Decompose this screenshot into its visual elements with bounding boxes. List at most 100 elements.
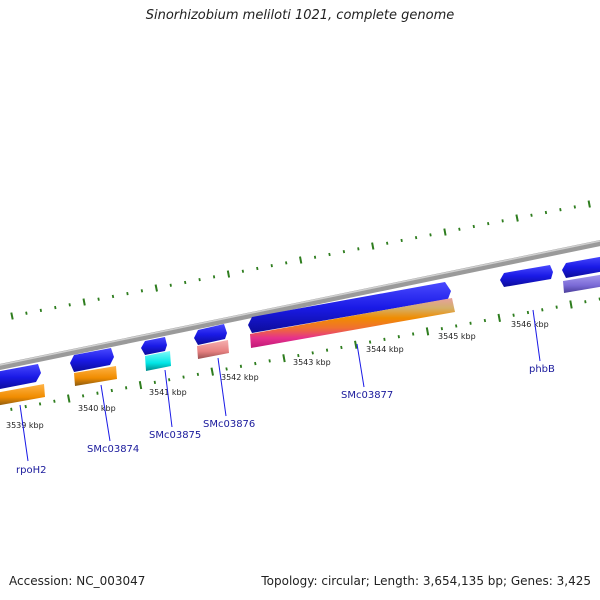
inner-scale-major-tick bbox=[425, 327, 430, 336]
tick-label-3539: 3539 kbp bbox=[6, 421, 44, 430]
outer-scale-minor-tick bbox=[68, 303, 71, 307]
tick-label-3542: 3542 kbp bbox=[221, 373, 259, 382]
map-title: Sinorhizobium meliloti 1021, complete ge… bbox=[145, 8, 455, 23]
inner-scale-minor-tick bbox=[38, 402, 42, 406]
feature-block-SMc03876[interactable] bbox=[197, 340, 229, 359]
feature-block-SMc03875[interactable] bbox=[145, 351, 171, 371]
inner-scale-minor-tick bbox=[512, 313, 515, 317]
outer-scale-minor-tick bbox=[472, 224, 475, 229]
tick-label-3546: 3546 kbp bbox=[511, 320, 549, 329]
inner-scale-major-tick bbox=[138, 381, 143, 390]
outer-scale-minor-tick bbox=[429, 233, 432, 237]
outer-scale-minor-tick bbox=[501, 219, 504, 223]
outer-scale-major-tick bbox=[515, 214, 519, 222]
gene-label-phbB[interactable]: phbB bbox=[529, 364, 555, 375]
gene-labels: rpoH2 SMc03874 SMc03875 SMc03876 SMc0387… bbox=[16, 364, 555, 476]
leader-line-rpoH2 bbox=[19, 404, 29, 462]
inner-scale-major-tick bbox=[497, 313, 501, 322]
gene-arrow-next[interactable] bbox=[562, 256, 600, 278]
inner-scale-minor-tick bbox=[526, 310, 530, 315]
genome-backbone bbox=[0, 239, 600, 371]
inner-scale-minor-tick bbox=[182, 375, 185, 379]
outer-scale-minor-tick bbox=[400, 238, 403, 243]
outer-scale-minor-tick bbox=[414, 236, 418, 240]
inner-scale-minor-tick bbox=[268, 359, 271, 363]
outer-scale-major-tick bbox=[82, 298, 86, 306]
leader-line-phbB bbox=[532, 309, 541, 362]
outer-scale-minor-tick bbox=[530, 213, 533, 217]
gene-arrow-SMc03877[interactable] bbox=[248, 282, 451, 333]
tick-label-3544: 3544 kbp bbox=[366, 345, 404, 354]
outer-scale-minor-tick bbox=[140, 289, 144, 293]
outer-scale-minor-tick bbox=[212, 275, 216, 279]
gene-label-rpoH2[interactable]: rpoH2 bbox=[16, 465, 46, 476]
gene-label-SMc03877[interactable]: SMc03877 bbox=[341, 390, 393, 401]
outer-scale-minor-tick bbox=[241, 269, 245, 273]
inner-scale-minor-tick bbox=[325, 348, 329, 352]
gene-label-SMc03874[interactable]: SMc03874 bbox=[87, 444, 139, 455]
outer-scale-major-tick bbox=[299, 256, 303, 264]
inner-scale-major-tick bbox=[67, 394, 71, 403]
forward-gene-track bbox=[0, 256, 600, 390]
inner-scale-minor-tick bbox=[254, 361, 257, 366]
gene-arrow-SMc03875[interactable] bbox=[141, 337, 167, 355]
inner-scale-minor-tick bbox=[311, 351, 314, 355]
outer-scale-minor-tick bbox=[198, 278, 201, 282]
gene-arrow-SMc03876[interactable] bbox=[194, 324, 227, 345]
inner-scale-minor-tick bbox=[196, 372, 200, 376]
outer-scale-minor-tick bbox=[97, 297, 100, 301]
gene-label-lines bbox=[19, 309, 541, 462]
outer-scale-minor-tick bbox=[169, 283, 172, 287]
leader-line-SMc03876 bbox=[217, 357, 227, 417]
genome-summary-label: Topology: circular; Length: 3,654,135 bp… bbox=[261, 574, 591, 588]
inner-scale-minor-tick bbox=[555, 305, 558, 309]
inner-scale-minor-tick bbox=[483, 318, 487, 323]
tick-label-3545: 3545 kbp bbox=[438, 332, 476, 341]
outer-scale-minor-tick bbox=[270, 264, 273, 268]
inner-scale-minor-tick bbox=[153, 380, 156, 385]
inner-scale bbox=[10, 297, 600, 411]
leader-line-SMc03877 bbox=[356, 343, 365, 388]
tick-label-3543: 3543 kbp bbox=[293, 358, 331, 367]
outer-scale-minor-tick bbox=[285, 261, 288, 265]
feature-block-rpoH2[interactable] bbox=[0, 384, 45, 406]
gene-arrow-SMc03874[interactable] bbox=[70, 348, 114, 372]
outer-scale-minor-tick bbox=[544, 210, 548, 215]
inner-scale-minor-tick bbox=[10, 407, 13, 411]
inner-scale-minor-tick bbox=[225, 367, 228, 371]
feature-track bbox=[0, 274, 600, 406]
inner-scale-minor-tick bbox=[397, 335, 400, 339]
inner-scale-minor-tick bbox=[110, 388, 113, 393]
inner-scale-minor-tick bbox=[297, 353, 300, 358]
inner-scale-major-tick bbox=[354, 340, 358, 349]
inner-scale-minor-tick bbox=[168, 378, 171, 382]
inner-scale-minor-tick bbox=[239, 364, 243, 368]
outer-scale-major-tick bbox=[226, 270, 231, 278]
inner-scale-minor-tick bbox=[81, 394, 85, 398]
tick-label-3540: 3540 kbp bbox=[78, 404, 116, 413]
feature-block-next[interactable] bbox=[563, 274, 600, 293]
inner-scale-minor-tick bbox=[455, 324, 458, 328]
outer-scale-minor-tick bbox=[487, 222, 490, 226]
gene-arrow-phbB[interactable] bbox=[500, 265, 553, 287]
inner-scale-minor-tick bbox=[24, 404, 27, 409]
gene-label-SMc03876[interactable]: SMc03876 bbox=[203, 419, 255, 430]
inner-scale-minor-tick bbox=[368, 340, 372, 344]
gene-arrow-rpoH2[interactable] bbox=[0, 364, 41, 390]
outer-scale-minor-tick bbox=[256, 266, 259, 271]
outer-scale-major-tick bbox=[371, 242, 375, 250]
gene-label-SMc03875[interactable]: SMc03875 bbox=[149, 430, 201, 441]
feature-block-SMc03877[interactable] bbox=[250, 298, 455, 348]
outer-scale-minor-tick bbox=[126, 291, 129, 296]
outer-scale-minor-tick bbox=[39, 308, 42, 313]
inner-scale-major-tick bbox=[282, 354, 286, 363]
inner-scale-minor-tick bbox=[53, 399, 56, 403]
inner-scale-minor-tick bbox=[125, 386, 128, 390]
inner-scale-minor-tick bbox=[584, 300, 587, 304]
inner-scale-minor-tick bbox=[340, 345, 343, 350]
feature-block-SMc03874[interactable] bbox=[74, 366, 117, 386]
outer-scale-minor-tick bbox=[458, 227, 461, 231]
inner-scale-minor-tick bbox=[541, 308, 544, 312]
